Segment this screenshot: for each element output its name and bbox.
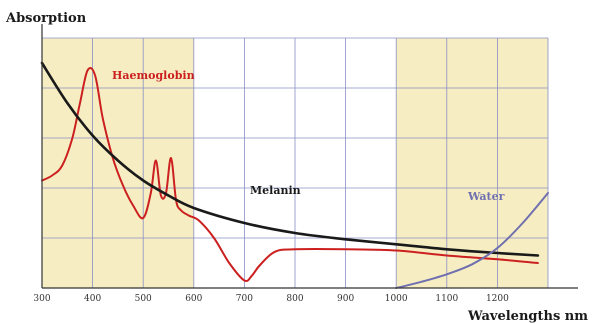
x-tick-label: 300 <box>33 294 50 304</box>
x-tick-label: 400 <box>84 294 101 304</box>
water-line <box>395 192 549 289</box>
haemoglobin-line <box>41 67 539 282</box>
x-tick-labels: 300 400 500 600 700 800 900 1000 1100 1200 <box>33 294 509 304</box>
haemoglobin-label: Haemoglobin <box>112 69 195 82</box>
axes <box>41 24 578 289</box>
x-axis-label: Wavelengths nm <box>467 309 588 324</box>
series-lines <box>40 61 549 289</box>
melanin-label: Melanin <box>250 184 301 197</box>
x-tick-label: 500 <box>135 294 152 304</box>
x-tick-label: 600 <box>185 294 202 304</box>
x-tick-label: 1200 <box>486 294 509 304</box>
x-tick-label: 700 <box>236 294 253 304</box>
shaded-regions <box>42 38 548 288</box>
x-tick-label: 1000 <box>385 294 408 304</box>
shaded-region-0 <box>42 38 194 288</box>
x-tick-label: 900 <box>337 294 354 304</box>
x-tick-label: 1100 <box>435 294 458 304</box>
x-tick-label: 800 <box>286 294 303 304</box>
melanin-line <box>40 61 540 257</box>
y-axis-label: Absorption <box>5 11 87 26</box>
series-labels: Haemoglobin Melanin Water <box>112 69 505 203</box>
water-label: Water <box>467 190 505 203</box>
